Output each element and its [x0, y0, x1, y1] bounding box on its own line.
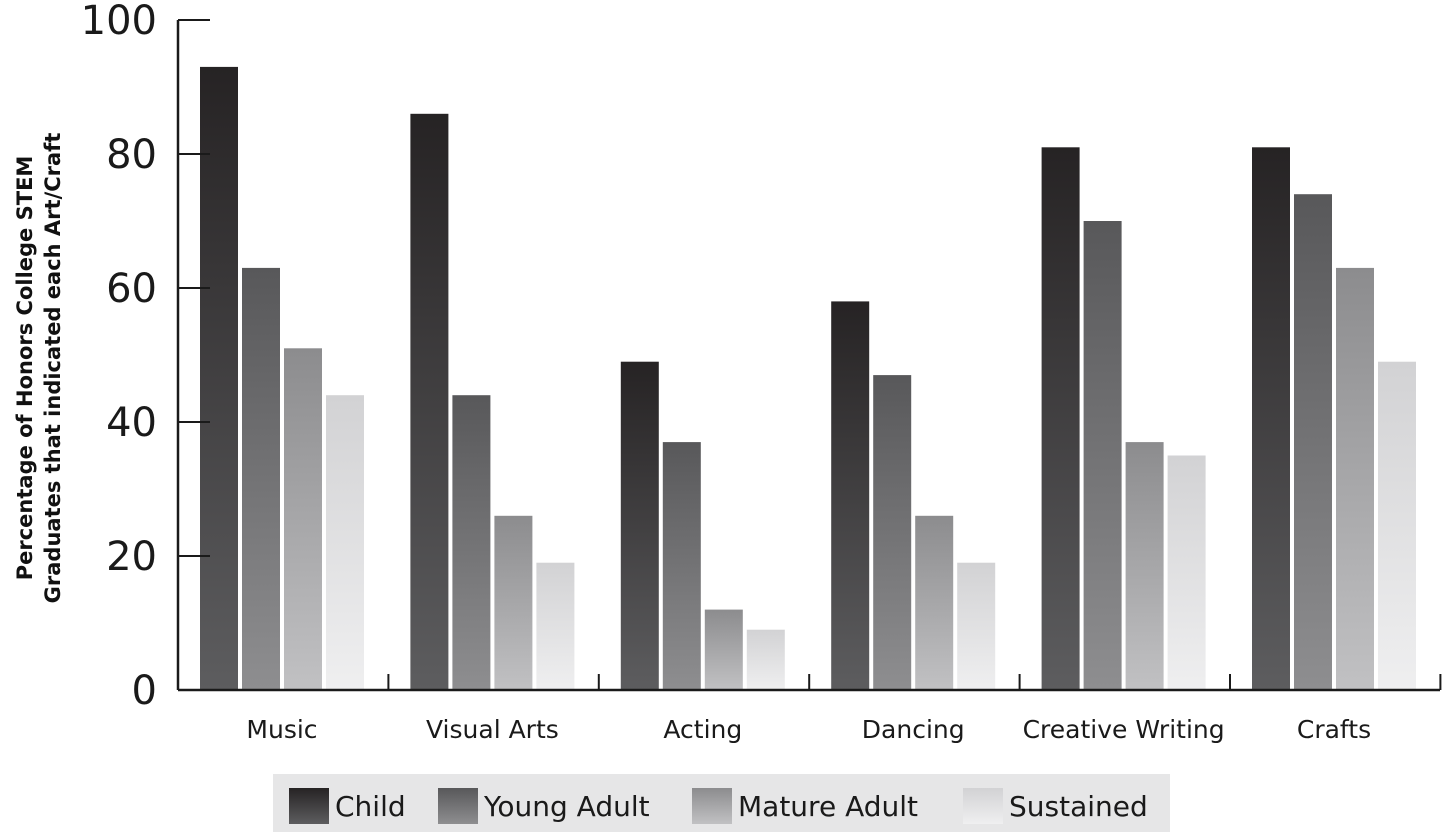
bar-creative-writing-young-adult — [1083, 221, 1122, 690]
bar-acting-young-adult — [662, 442, 701, 690]
bar-visual-arts-sustained — [536, 562, 575, 690]
legend-swatch-child — [289, 788, 329, 824]
legend-label-sustained: Sustained — [1009, 790, 1148, 823]
legend-label-child: Child — [335, 790, 406, 823]
x-tick-labels: Music Visual Arts Acting Dancing Creative Wr… — [246, 715, 1371, 744]
bar-acting-mature-adult — [704, 609, 743, 690]
legend-swatch-sustained — [963, 788, 1003, 824]
bar-crafts-young-adult — [1294, 194, 1332, 690]
bar-crafts-child — [1252, 147, 1290, 691]
y-tick-label: 0 — [132, 668, 157, 714]
bar-creative-writing-mature-adult — [1125, 442, 1164, 690]
bar-music-young-adult — [242, 267, 280, 690]
legend: Child Young Adult Mature Adult Sustained — [273, 774, 1170, 832]
bar-acting-sustained — [746, 629, 785, 690]
bar-dancing-mature-adult — [915, 515, 954, 690]
y-tick-label: 80 — [106, 132, 157, 178]
legend-item-child: Child — [289, 788, 406, 824]
x-tick-label-music: Music — [246, 715, 317, 744]
bar-dancing-young-adult — [873, 375, 912, 690]
y-tick-label: 60 — [106, 266, 157, 312]
y-tick-label: 100 — [81, 0, 157, 44]
bar-creative-writing-child — [1041, 147, 1080, 691]
bar-music-child — [200, 66, 238, 690]
bar-music-sustained — [326, 395, 364, 690]
bar-music-mature-adult — [284, 348, 322, 690]
y-axis-label-line-2: Graduates that indicated each Art/Craft — [41, 133, 65, 604]
legend-label-young-adult: Young Adult — [483, 790, 650, 823]
bar-crafts-mature-adult — [1336, 267, 1374, 690]
x-tick-label-dancing: Dancing — [862, 715, 965, 744]
x-tick-label-visual-arts: Visual Arts — [426, 715, 559, 744]
y-axis-label-line-1: Percentage of Honors College STEM — [13, 156, 37, 581]
x-tick-label-acting: Acting — [663, 715, 742, 744]
y-axis-label: Percentage of Honors College STEM Gradua… — [13, 133, 65, 604]
legend-item-mature-adult: Mature Adult — [692, 788, 918, 824]
y-tick-labels: 0 20 40 60 80 100 — [81, 0, 157, 714]
legend-label-mature-adult: Mature Adult — [738, 790, 918, 823]
legend-item-sustained: Sustained — [963, 788, 1148, 824]
bar-acting-child — [620, 361, 659, 690]
bar-creative-writing-sustained — [1167, 455, 1206, 690]
x-tick-label-creative-writing: Creative Writing — [1023, 715, 1225, 744]
y-tick-label: 20 — [106, 534, 157, 580]
y-tick-label: 40 — [106, 400, 157, 446]
legend-item-young-adult: Young Adult — [438, 788, 650, 824]
legend-swatch-young-adult — [438, 788, 478, 824]
bar-visual-arts-mature-adult — [494, 515, 533, 690]
axes-group — [176, 19, 1442, 692]
bar-visual-arts-young-adult — [452, 395, 491, 690]
bar-visual-arts-child — [410, 113, 449, 691]
bars-group — [200, 66, 1416, 691]
bar-dancing-sustained — [957, 562, 996, 690]
legend-swatch-mature-adult — [692, 788, 732, 824]
x-tick-label-crafts: Crafts — [1297, 715, 1371, 744]
bar-dancing-child — [831, 301, 870, 690]
bar-crafts-sustained — [1378, 361, 1416, 690]
